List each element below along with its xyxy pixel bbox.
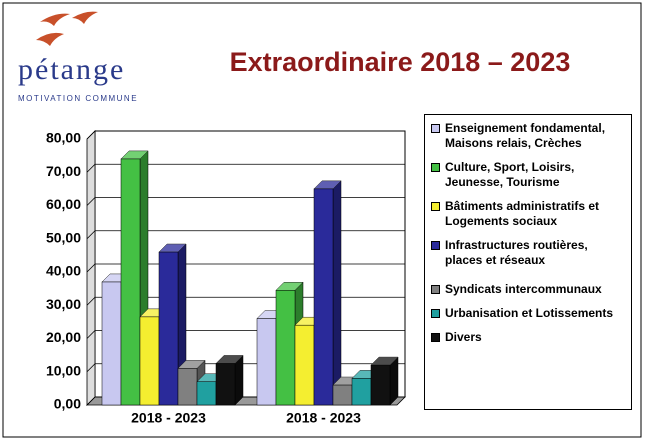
bar-top-shade bbox=[121, 150, 148, 159]
legend-label: Urbanisation et Lotissements bbox=[445, 306, 614, 320]
y-tick-label: 10,00 bbox=[46, 362, 81, 378]
legend-swatch bbox=[431, 285, 440, 294]
bar-front bbox=[101, 281, 122, 406]
logo-tagline: MOTIVATION COMMUNE bbox=[18, 94, 138, 103]
bar-front bbox=[313, 188, 334, 406]
bar-top-shade bbox=[216, 355, 243, 364]
y-tick-label: 60,00 bbox=[46, 196, 81, 212]
bar bbox=[370, 356, 399, 406]
legend-item: Syndicats intercommunaux bbox=[431, 282, 627, 297]
bar-front bbox=[351, 378, 372, 406]
legend-label: Divers bbox=[445, 330, 482, 344]
x-tick-label: 2018 - 2023 bbox=[286, 410, 361, 426]
bar-front bbox=[177, 368, 198, 406]
chart-title: Extraordinaire 2018 – 2023 bbox=[230, 47, 571, 77]
y-tick-label: 20,00 bbox=[46, 329, 81, 345]
legend-swatch bbox=[431, 124, 440, 133]
y-tick-label: 70,00 bbox=[46, 163, 81, 179]
bar-front bbox=[120, 158, 141, 406]
y-tick-label: 80,00 bbox=[46, 130, 81, 146]
bar-front bbox=[196, 381, 217, 406]
legend-label: Syndicats intercommunaux bbox=[445, 282, 602, 296]
legend-swatch bbox=[431, 202, 440, 211]
bar-top-shade bbox=[159, 244, 186, 253]
legend-label: Culture, Sport, Loisirs, Jeunesse, Touri… bbox=[445, 160, 575, 189]
bar-side-shade bbox=[235, 355, 243, 405]
bar-top-shade bbox=[276, 282, 303, 291]
legend-swatch bbox=[431, 333, 440, 342]
bar-top-shade bbox=[314, 180, 341, 189]
legend-item: Culture, Sport, Loisirs, Jeunesse, Touri… bbox=[431, 160, 627, 190]
logo-name: pétange bbox=[18, 53, 125, 86]
legend-item: Bâtiments administratifs et Logements so… bbox=[431, 199, 627, 229]
legend-item: Infrastructures routières, places et rés… bbox=[431, 238, 627, 268]
legend-item: Divers bbox=[431, 330, 627, 345]
bar-front bbox=[275, 290, 296, 406]
bar-front bbox=[139, 316, 160, 406]
y-tick-label: 30,00 bbox=[46, 296, 81, 312]
grid-line bbox=[86, 230, 405, 240]
bar-front bbox=[256, 318, 277, 406]
legend-label: Bâtiments administratifs et Logements so… bbox=[445, 199, 600, 228]
bar-front bbox=[332, 384, 353, 406]
grid-line bbox=[86, 130, 405, 140]
y-tick-label: 0,00 bbox=[54, 396, 81, 412]
grid-line bbox=[86, 263, 405, 273]
legend: Enseignement fondamental, Maisons relais… bbox=[424, 114, 632, 410]
bar-front bbox=[370, 364, 391, 406]
legend-swatch bbox=[431, 163, 440, 172]
legend-item: Enseignement fondamental, Maisons relais… bbox=[431, 121, 627, 151]
bar-front bbox=[215, 363, 236, 406]
legend-swatch bbox=[431, 309, 440, 318]
bar-front bbox=[158, 251, 179, 406]
grid-line bbox=[86, 163, 405, 173]
grid-line bbox=[86, 197, 405, 206]
logo-birds bbox=[36, 11, 98, 46]
y-tick-label: 40,00 bbox=[46, 263, 81, 279]
bar-side-shade bbox=[390, 357, 398, 405]
bar bbox=[313, 180, 342, 406]
bar bbox=[215, 354, 244, 406]
x-tick-label: 2018 - 2023 bbox=[131, 410, 206, 426]
bar-front bbox=[294, 324, 315, 406]
bar-top-shade bbox=[371, 357, 398, 366]
y-tick-label: 50,00 bbox=[46, 229, 81, 245]
legend-item: Urbanisation et Lotissements bbox=[431, 306, 627, 321]
legend-swatch bbox=[431, 241, 440, 250]
legend-label: Enseignement fondamental, Maisons relais… bbox=[445, 121, 606, 150]
legend-label: Infrastructures routières, places et rés… bbox=[445, 238, 588, 267]
bar-top-shade bbox=[178, 360, 205, 369]
frame bbox=[2, 2, 642, 438]
bar-side-shade bbox=[333, 180, 341, 405]
